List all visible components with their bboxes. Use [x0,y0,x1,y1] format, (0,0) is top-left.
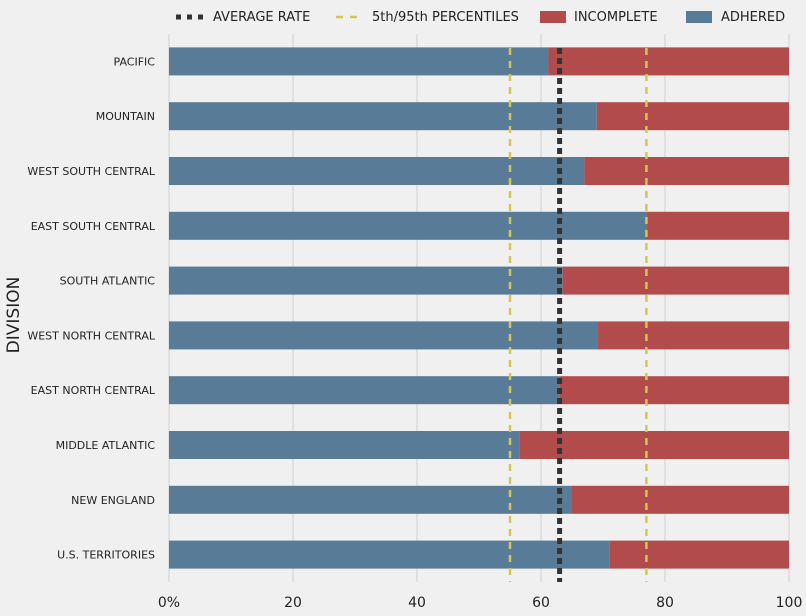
legend-label-incomplete: INCOMPLETE [574,10,658,25]
legend-average-rate: AVERAGE RATE [176,10,310,25]
plot-area: 0% 20 40 60 80 100 PACIFIC MOUNTAIN WEST SOUTH C… [27,34,802,611]
bar-adhered [169,431,520,459]
bar-incomplete [519,431,789,459]
category-label: WEST NORTH CENTRAL [27,329,156,342]
y-axis-label: DIVISION [4,277,24,354]
legend-adhered: ADHERED [686,10,785,25]
category-label: WEST SOUTH CENTRAL [27,165,156,178]
bar-adhered [169,47,549,76]
bar-incomplete [646,211,789,240]
bar-incomplete [572,485,789,514]
bar-incomplete [596,102,789,131]
bar-adhered [169,540,610,569]
x-tick-label: 100 [776,595,803,611]
category-label: U.S. TERRITORIES [57,549,155,562]
bar-adhered [169,376,560,405]
legend-label-average-rate: AVERAGE RATE [213,10,310,25]
bar-adhered [169,157,585,185]
bar-adhered [169,266,563,295]
category-label: NEW ENGLAND [71,494,155,507]
bar-adhered [169,485,572,514]
x-tick-label: 0% [158,595,180,611]
bar-incomplete [609,540,789,569]
legend-label-percentiles: 5th/95th PERCENTILES [372,10,519,25]
bar-incomplete [548,47,789,76]
bar-adhered [169,321,599,350]
x-tick-label: 60 [532,595,550,611]
x-tick-label: 20 [284,595,302,611]
category-label: MIDDLE ATLANTIC [56,439,156,452]
category-label: MOUNTAIN [96,110,155,123]
bar-adhered [169,211,647,240]
legend-incomplete: INCOMPLETE [540,10,658,25]
legend-percentiles: 5th/95th PERCENTILES [336,10,519,25]
bar-incomplete [598,321,789,350]
category-label: SOUTH ATLANTIC [60,275,156,288]
bar-incomplete [559,376,789,405]
category-label: EAST SOUTH CENTRAL [31,220,156,233]
legend-label-adhered: ADHERED [721,10,785,25]
bar-incomplete [562,266,789,295]
category-label: EAST NORTH CENTRAL [31,384,156,397]
bar-adhered [169,102,597,131]
bar-incomplete [584,157,789,185]
category-label: PACIFIC [114,55,156,68]
x-tick-label: 80 [656,595,674,611]
legend: AVERAGE RATE 5th/95th PERCENTILES INCOMP… [176,10,785,25]
x-tick-label: 40 [408,595,426,611]
